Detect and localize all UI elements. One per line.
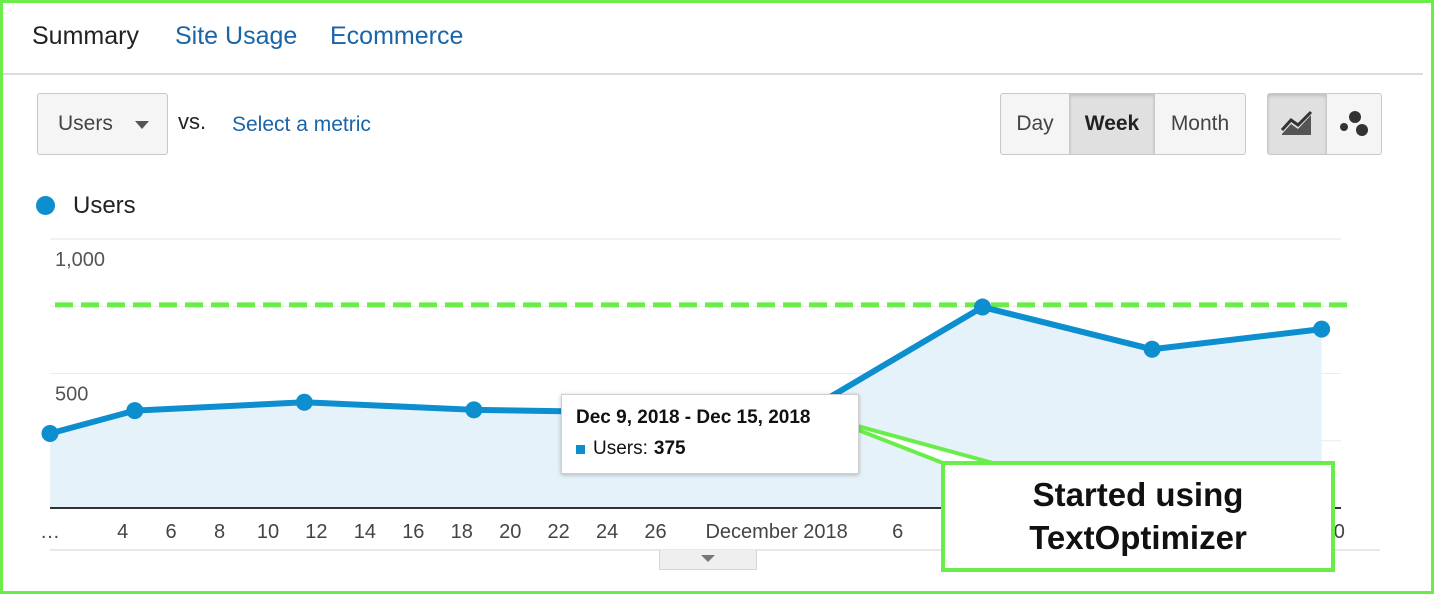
x-tick-label: 14 [354, 521, 376, 543]
data-point [126, 402, 144, 420]
vs-label: vs. [178, 109, 207, 134]
metric-dropdown-value: Users [58, 112, 113, 135]
x-tick-label: 10 [257, 521, 279, 543]
data-point [1143, 340, 1161, 358]
motion-chart-button[interactable] [1326, 93, 1382, 155]
x-tick-label: 16 [402, 521, 424, 543]
annotation-line-1: Started using [1032, 475, 1244, 513]
chevron-down-icon [135, 121, 149, 129]
y-tick-label: 500 [55, 384, 88, 406]
data-point [974, 298, 992, 316]
x-tick-label: 6 [892, 521, 903, 543]
tab-summary[interactable]: Summary [32, 22, 139, 50]
x-tick-label: 6 [166, 521, 177, 543]
tab-site-usage[interactable]: Site Usage [175, 22, 298, 50]
users-line-chart: 1,000 500 … 4 6 8 10 12 14 16 18 20 22 24 26 December 2… [40, 238, 1380, 551]
y-tick-label: 1,000 [55, 249, 105, 271]
x-tick-label: 24 [596, 521, 618, 543]
day-button[interactable]: Day [1000, 93, 1070, 155]
chevron-down-icon [701, 555, 715, 562]
day-button-label: Day [1016, 112, 1054, 135]
tab-bar: Summary Site Usage Ecommerce [3, 3, 1423, 75]
x-tick-label: 12 [305, 521, 327, 543]
line-chart-icon [1280, 110, 1313, 135]
tab-ecommerce[interactable]: Ecommerce [330, 22, 464, 50]
tooltip-title: Dec 9, 2018 - Dec 15, 2018 [576, 407, 811, 428]
x-tick-label: 4 [117, 521, 128, 543]
legend-marker [36, 196, 55, 215]
data-point [41, 424, 59, 442]
tooltip-series-label: Users: [593, 438, 648, 459]
week-button-label: Week [1084, 112, 1140, 135]
tooltip-value: 375 [653, 438, 686, 459]
week-button[interactable]: Week [1069, 93, 1155, 155]
motion-chart-icon [1340, 111, 1368, 136]
x-tick-label: December 2018 [705, 521, 847, 543]
data-tooltip: Dec 9, 2018 - Dec 15, 2018 Users: 375 [561, 394, 859, 474]
chart-expand-handle[interactable] [659, 550, 757, 570]
data-point [465, 401, 483, 419]
x-tick-label: 8 [214, 521, 225, 543]
annotation-callout: Started using TextOptimizer [941, 461, 1335, 572]
x-tick-label: … [40, 521, 60, 543]
select-metric-link[interactable]: Select a metric [232, 113, 371, 136]
area-fill [50, 307, 1322, 508]
legend-label: Users [73, 192, 136, 219]
tooltip-series-swatch [576, 444, 585, 454]
data-point [295, 393, 313, 411]
month-button[interactable]: Month [1154, 93, 1246, 155]
x-tick-label: 26 [644, 521, 666, 543]
x-tick-label: 20 [499, 521, 521, 543]
line-chart-button[interactable] [1267, 93, 1327, 155]
tooltip-row: Users: 375 [576, 438, 858, 460]
metric-dropdown[interactable]: Users [37, 93, 168, 155]
x-tick-label: 22 [548, 521, 570, 543]
x-tick-label: 18 [451, 521, 473, 543]
data-point [1313, 320, 1331, 338]
annotation-line-2: TextOptimizer [1029, 518, 1247, 556]
month-button-label: Month [1170, 112, 1230, 135]
